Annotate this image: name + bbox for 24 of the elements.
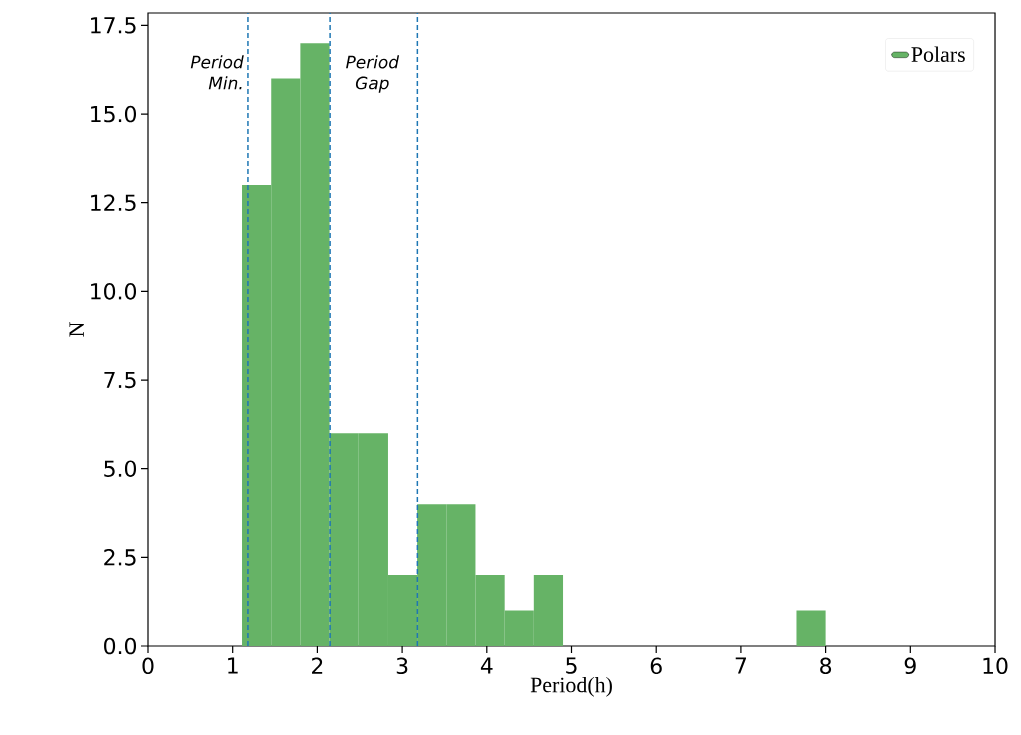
y-axis-title: N [69,322,84,337]
legend-label: Polars [911,46,965,62]
x-tick-label: 4 [480,657,493,674]
y-tick-label: 0.0 [104,637,137,655]
x-tick-label: 6 [650,657,662,675]
y-tick-label: 12.5 [91,194,136,212]
x-tick-label: 9 [904,657,916,675]
x-tick-label: 2 [312,657,323,674]
x-tick-label: 8 [820,657,832,675]
x-tick-label: 0 [142,657,154,675]
y-tick-label: 5.0 [104,460,137,477]
y-tick-label: 7.5 [104,371,136,389]
y-tick-label: 15.0 [91,105,137,123]
ref-line-label: Period Min. [190,55,244,90]
y-tick-label: 10.0 [91,283,137,300]
y-tick-label: 17.5 [91,17,136,34]
x-tick-label: 3 [396,657,408,675]
ref-line-label: Period Gap [346,55,400,93]
x-tick-label: 1 [228,657,238,674]
y-tick-label: 2.5 [104,549,136,566]
x-tick-label: 5 [566,657,577,674]
x-tick-label: 10 [983,657,1008,675]
x-tick-label: 7 [735,657,747,674]
x-axis-title: Period(h) [530,676,612,697]
